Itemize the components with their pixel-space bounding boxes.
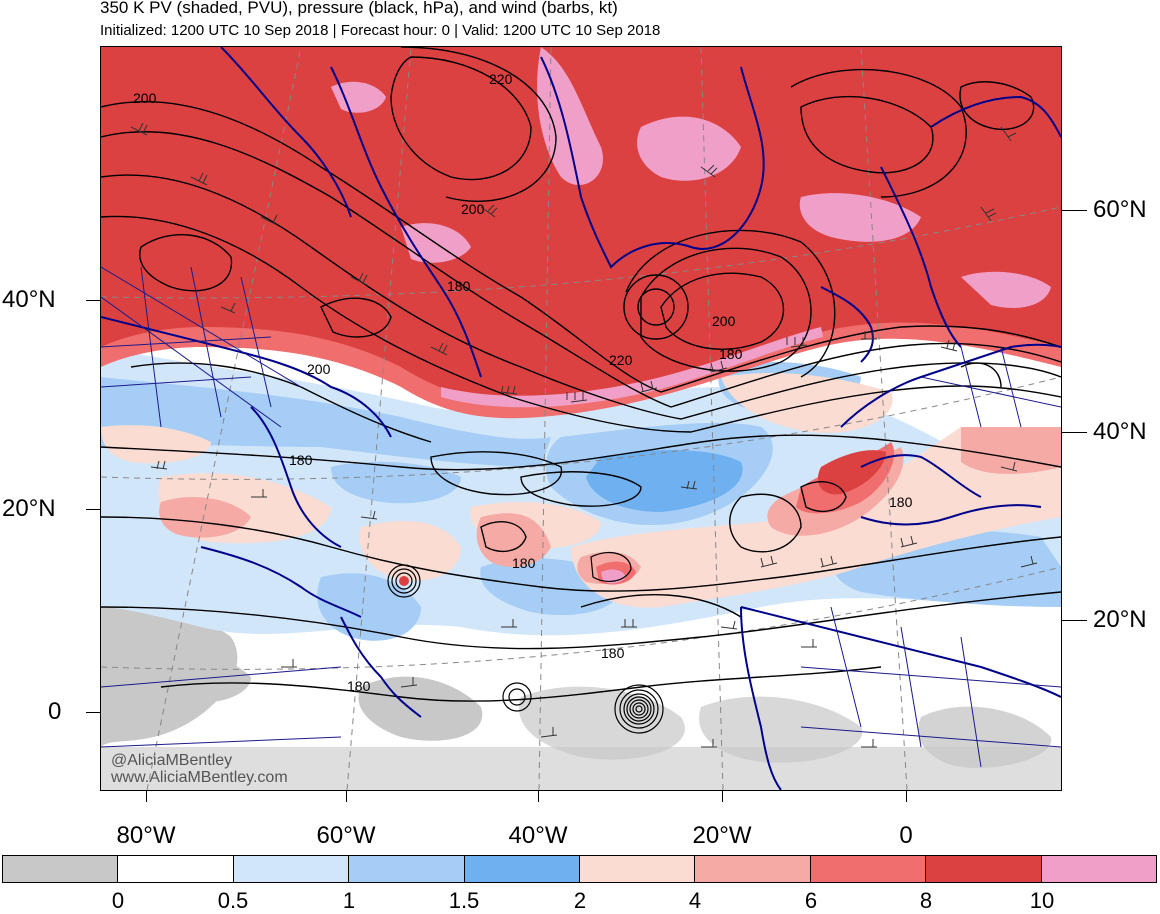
- contour-label: 180: [889, 494, 913, 510]
- colorbar-label: 6: [804, 888, 818, 913]
- colorbar-swatch: [349, 856, 465, 882]
- lon-tick: [722, 790, 723, 802]
- lon-label: 80°W: [116, 822, 176, 849]
- contour-label: 200: [133, 90, 157, 106]
- colorbar-label: 0: [111, 888, 125, 913]
- colorbar-swatch: [1041, 856, 1157, 882]
- contour-label: 180: [719, 346, 743, 362]
- lat-label-right: 60°N: [1093, 196, 1147, 223]
- wind-barbs: [130, 122, 1038, 748]
- lon-label: 20°W: [692, 822, 752, 849]
- contour-label: 180: [601, 645, 625, 661]
- lon-tick: [346, 790, 347, 802]
- contour-label: 180: [289, 452, 313, 468]
- colorbar-label: 1: [342, 888, 356, 913]
- lat-tick: [1061, 432, 1087, 433]
- pv-above-10-areas: [331, 47, 1051, 584]
- colorbar-swatch: [810, 856, 927, 882]
- colorbar-label: 1.5: [448, 888, 480, 913]
- map-graphic: 200 220 200 180 200 220 180 200 180 180 …: [101, 47, 1061, 790]
- lat-tick: [86, 509, 100, 510]
- watermark-handle: @AliciaMBentley: [111, 752, 233, 769]
- coastlines: [101, 47, 1061, 790]
- lat-label-left: 0: [48, 698, 62, 725]
- lat-label-right: 40°N: [1093, 418, 1147, 445]
- contour-label: 200: [712, 313, 736, 329]
- lon-tick: [146, 790, 147, 802]
- lat-tick: [1061, 620, 1087, 621]
- political-boundaries: [101, 266, 1061, 768]
- map-subtitle: Initialized: 1200 UTC 10 Sep 2018 | Fore…: [100, 22, 661, 39]
- lat-label-left: 20°N: [2, 495, 56, 522]
- colorbar-swatch: [926, 856, 1042, 882]
- map-panel: 200 220 200 180 200 220 180 200 180 180 …: [100, 46, 1062, 791]
- watermark-url: www.AliciaMBentley.com: [111, 769, 288, 786]
- lat-tick: [1061, 210, 1087, 211]
- cyclone-contours: [387, 564, 664, 734]
- contour-label: 180: [447, 278, 471, 294]
- lon-label: 0: [899, 822, 913, 849]
- contour-label: 180: [512, 555, 536, 571]
- closed-contour: [590, 552, 632, 583]
- lat-tick: [86, 300, 100, 301]
- pv-colorbar: [2, 855, 1157, 883]
- lon-tick: [538, 790, 539, 802]
- contour-label: 220: [489, 71, 513, 87]
- colorbar-label: 4: [688, 888, 702, 913]
- map-title: 350 K PV (shaded, PVU), pressure (black,…: [100, 0, 618, 17]
- cyclone-core-pv: [399, 576, 409, 586]
- colorbar-swatch: [464, 856, 581, 882]
- lat-label-right: 20°N: [1093, 606, 1147, 633]
- low-pv-gray-areas: [101, 598, 1061, 790]
- colorbar-label: 2: [573, 888, 587, 913]
- colorbar-label: 0.5: [217, 888, 249, 913]
- colorbar-swatch: [695, 856, 811, 882]
- colorbar-label: 8: [919, 888, 933, 913]
- pv-8-10-areas: [101, 47, 1061, 495]
- colorbar-swatch: [118, 856, 234, 882]
- pressure-contours: [101, 47, 1061, 702]
- map-graticule: [101, 47, 1061, 790]
- colorbar-label: 10: [1029, 888, 1055, 913]
- contour-label: 200: [307, 361, 331, 377]
- colorbar-swatch: [3, 856, 119, 882]
- colorbar-swatch: [233, 856, 350, 882]
- lon-tick: [906, 790, 907, 802]
- lon-label: 60°W: [316, 822, 376, 849]
- contour-label: 200: [461, 201, 485, 217]
- contour-label: 220: [609, 352, 633, 368]
- lat-tick: [86, 712, 100, 713]
- lon-label: 40°W: [508, 822, 568, 849]
- pressure-contour-labels: 200 220 200 180 200 220 180 200 180 180 …: [133, 71, 913, 694]
- lat-label-left: 40°N: [2, 286, 56, 313]
- contour-label: 180: [347, 678, 371, 694]
- colorbar-swatch: [580, 856, 696, 882]
